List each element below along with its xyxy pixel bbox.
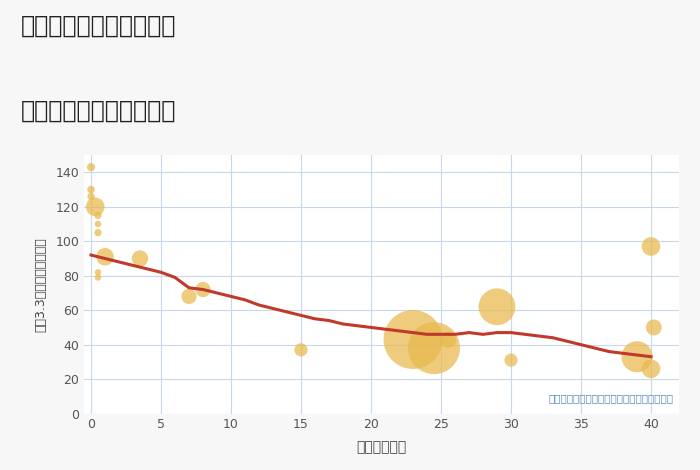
Point — [295, 346, 307, 353]
X-axis label: 築年数（年）: 築年数（年） — [356, 440, 407, 454]
Point — [645, 365, 657, 373]
Point — [197, 286, 209, 293]
Point — [407, 336, 419, 343]
Point — [85, 193, 97, 200]
Point — [85, 186, 97, 193]
Point — [92, 212, 104, 219]
Text: 築年数別中古戸建て価格: 築年数別中古戸建て価格 — [21, 99, 176, 123]
Point — [442, 336, 454, 343]
Point — [645, 243, 657, 250]
Point — [648, 324, 659, 331]
Point — [428, 345, 440, 352]
Point — [183, 293, 195, 300]
Point — [631, 353, 643, 360]
Y-axis label: 坪（3.3㎡）単価（万円）: 坪（3.3㎡）単価（万円） — [34, 237, 47, 332]
Point — [92, 268, 104, 276]
Point — [92, 229, 104, 236]
Point — [99, 253, 111, 260]
Point — [134, 255, 146, 262]
Point — [85, 164, 97, 171]
Point — [505, 356, 517, 364]
Text: 大阪府摂津市南千里丘の: 大阪府摂津市南千里丘の — [21, 14, 176, 38]
Point — [92, 220, 104, 228]
Text: 円の大きさは、取引のあった物件面積を示す: 円の大きさは、取引のあった物件面積を示す — [548, 393, 673, 403]
Point — [491, 303, 503, 311]
Point — [92, 274, 104, 281]
Point — [90, 203, 101, 211]
